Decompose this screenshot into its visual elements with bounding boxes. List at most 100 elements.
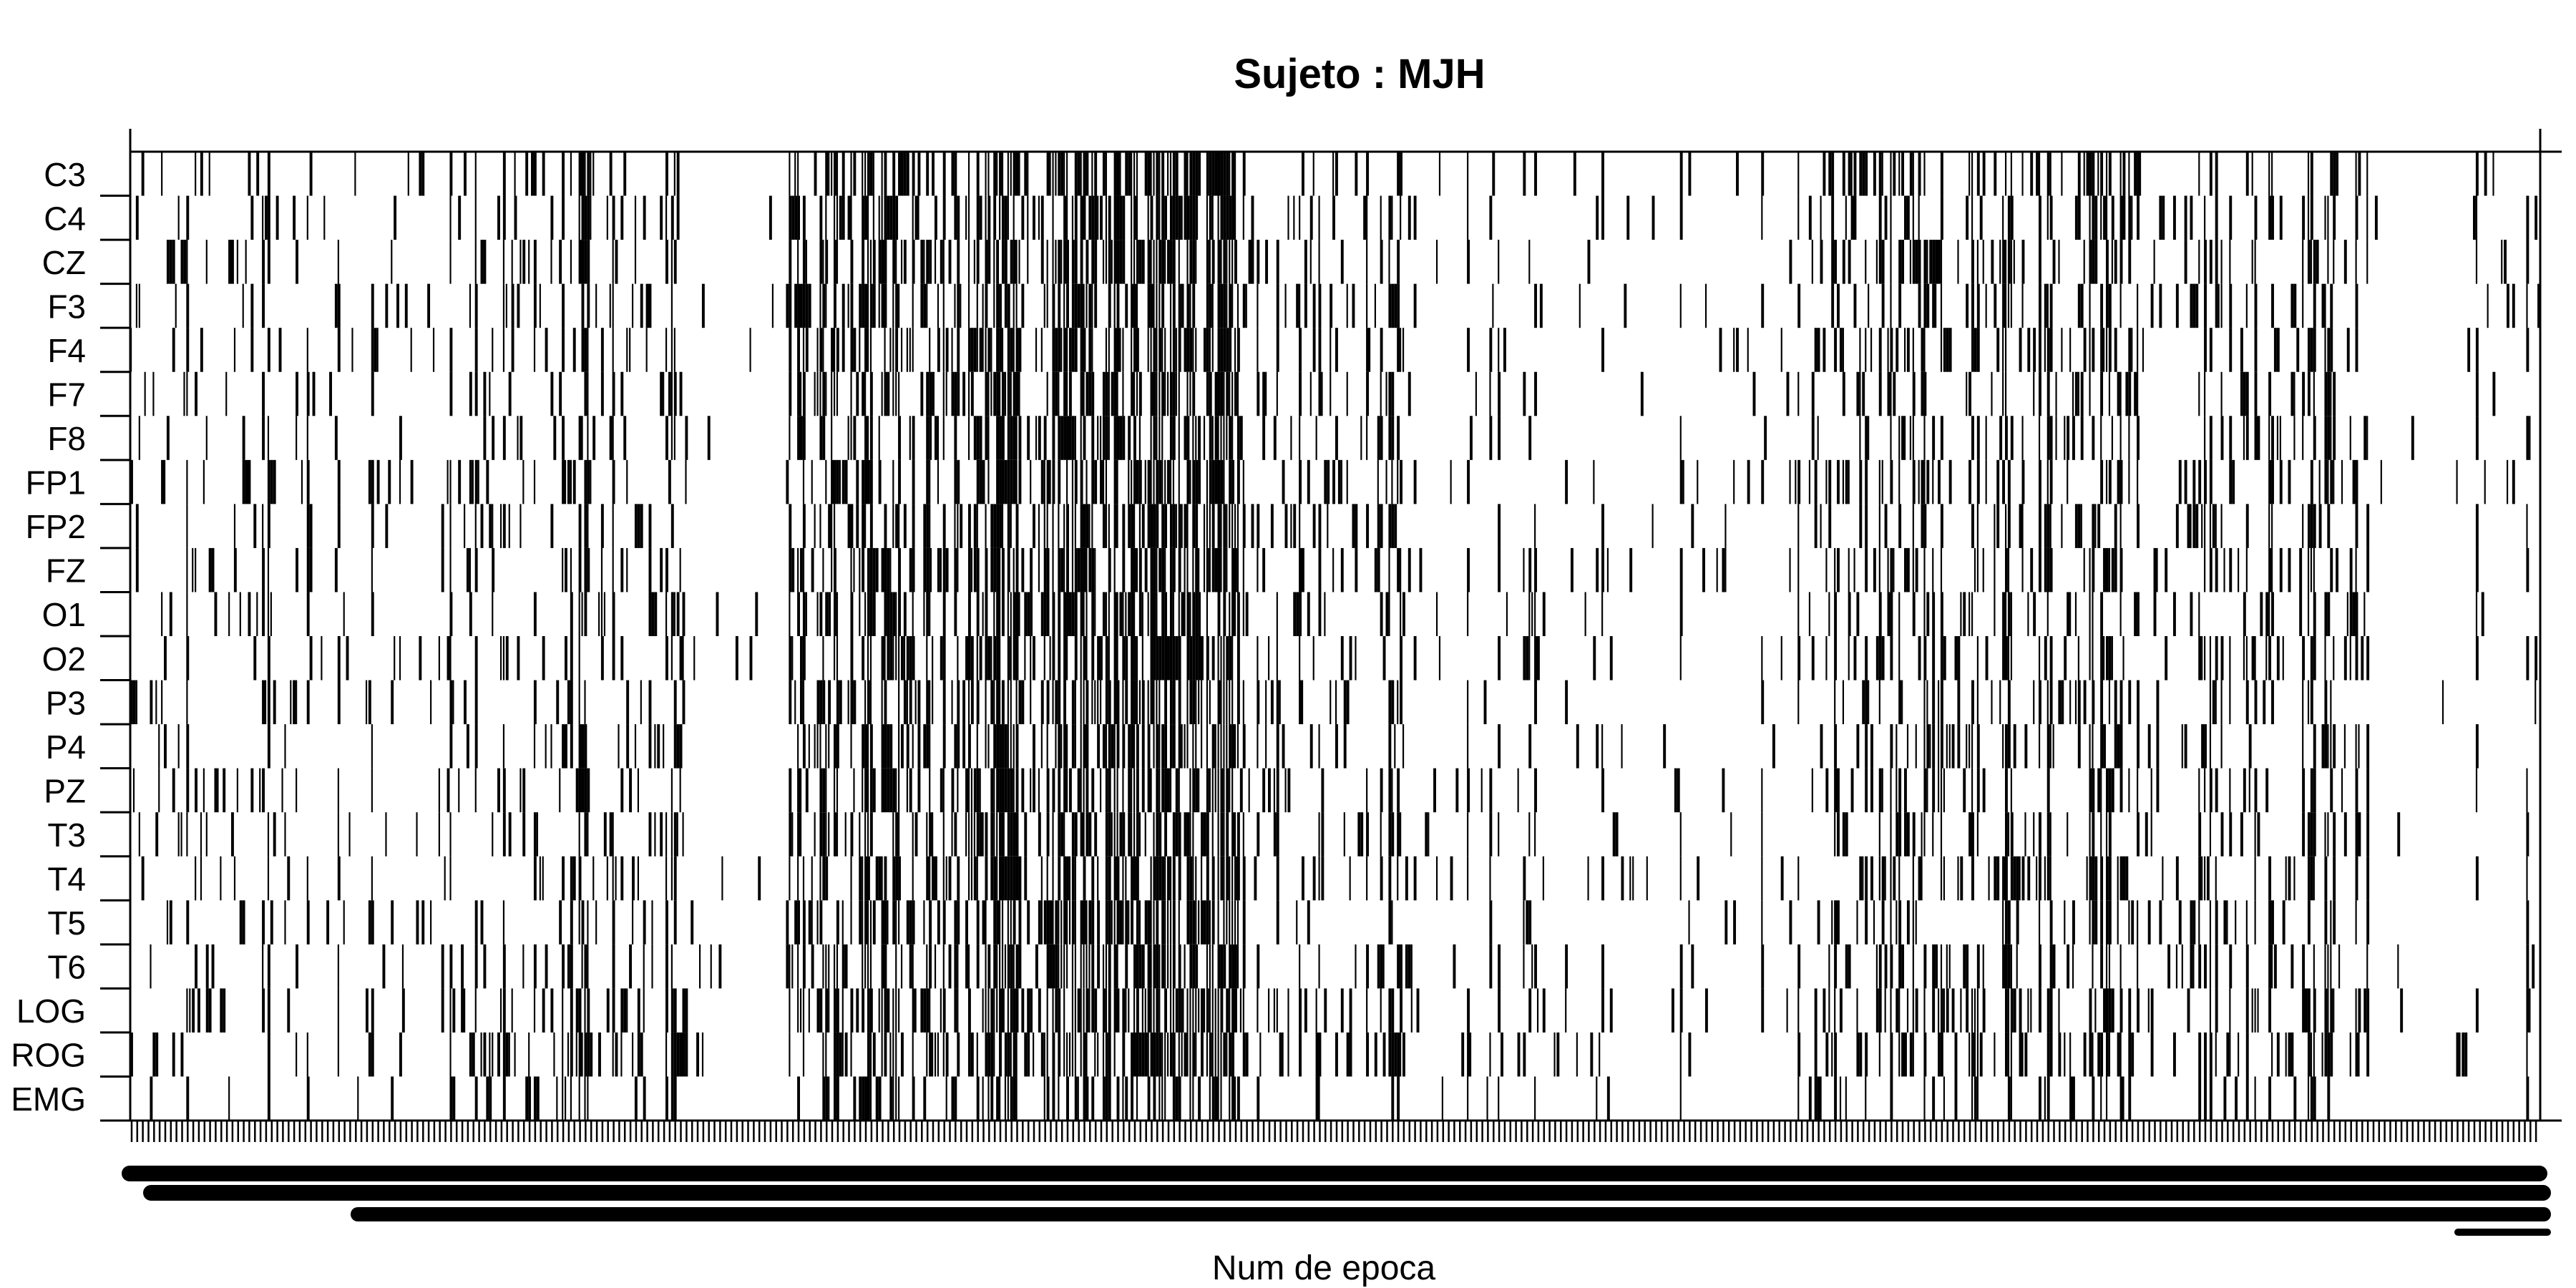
heatmap-cell [1066,504,1069,548]
heatmap-cell [1825,636,1828,680]
heatmap-cell [900,944,903,989]
heatmap-cell [1178,636,1181,680]
heatmap-cell [1346,283,1348,328]
heatmap-cell [954,944,957,989]
heatmap-cell [1172,371,1176,416]
heatmap-cell [612,1032,614,1077]
heatmap-cell [1388,680,1392,725]
heatmap-cell [640,504,643,548]
heatmap-cell [799,547,803,592]
heatmap-cell [1330,680,1332,725]
heatmap-cell [130,680,133,725]
heatmap-cell [1831,195,1835,240]
heatmap-cell [296,547,298,592]
heatmap-cell [562,328,565,372]
heatmap-cell [1503,328,1506,372]
heatmap-cell [1853,195,1857,240]
heatmap-cell [1377,416,1380,460]
heatmap-cell [2245,283,2248,328]
heatmap-cell [2030,988,2032,1033]
heatmap-cell [2220,240,2223,284]
heatmap-cell [2046,680,2049,725]
heatmap-cell [337,812,339,857]
heatmap-cell [1015,592,1019,636]
heatmap-cell [1209,547,1211,592]
heatmap-cell [932,152,935,196]
heatmap-cell [1606,1076,1610,1121]
heatmap-cell [1382,1032,1386,1077]
heatmap-cell [1211,636,1215,680]
heatmap-cell [2268,371,2272,416]
heatmap-cell [1223,371,1225,416]
heatmap-cell [665,240,668,284]
heatmap-cell [1192,371,1196,416]
heatmap-cell [789,371,792,416]
heatmap-cell [220,856,222,901]
heatmap-cell [1074,900,1076,945]
heatmap-cell [306,195,308,240]
heatmap-cell [1234,504,1236,548]
heatmap-cell [2475,504,2479,548]
heatmap-cell [337,459,341,504]
heatmap-cell [1293,504,1297,548]
heatmap-cell [926,812,928,857]
heatmap-cell [929,680,931,725]
heatmap-cell [867,724,869,769]
heatmap-cell [1004,1076,1007,1121]
heatmap-cell [2268,195,2272,240]
heatmap-cell [673,152,675,196]
heatmap-cell [2290,371,2294,416]
heatmap-cell [2119,152,2122,196]
heatmap-cell [452,988,456,1033]
heatmap-cell [1189,195,1193,240]
heatmap-cell [1385,592,1389,636]
heatmap-cell [999,592,1001,636]
heatmap-cell [1862,371,1865,416]
heatmap-cell [1276,592,1278,636]
heatmap-cell [1136,988,1139,1033]
heatmap-cell [999,416,1002,460]
heatmap-cell [2307,328,2311,372]
heatmap-cell [2049,152,2051,196]
heatmap-cell [1388,812,1392,857]
heatmap-cell [177,195,180,240]
heatmap-cell [2100,900,2104,945]
heatmap-cell [1629,547,1633,592]
heatmap-cell [2024,812,2026,857]
heatmap-cell [1181,195,1183,240]
heatmap-cell [2046,592,2049,636]
heatmap-cell [474,636,478,680]
heatmap-cell [1887,371,1890,416]
heatmap-cell [869,1076,872,1121]
heatmap-cell [1979,1032,1983,1077]
heatmap-cell [233,547,237,592]
heatmap-cell [1413,636,1417,680]
heatmap-cell [1128,152,1131,196]
heatmap-cell [1186,459,1190,504]
heatmap-cell [1058,371,1060,416]
heatmap-cell [1136,856,1139,901]
heatmap-cell [1201,680,1203,725]
heatmap-cell [1349,1032,1352,1077]
heatmap-cell [1374,283,1376,328]
heatmap-cell [1923,768,1927,813]
heatmap-cell [1682,459,1684,504]
heatmap-cell [533,152,537,196]
heatmap-cell [1100,636,1103,680]
heatmap-cell [2046,1076,2050,1121]
heatmap-cell [1887,547,1889,592]
heatmap-cell [1192,283,1196,328]
heatmap-cell [990,812,994,857]
heatmap-cell [1206,1032,1208,1077]
heatmap-cell [996,856,998,901]
heatmap-cell [562,416,565,460]
heatmap-cell [1467,459,1470,504]
heatmap-cell [1015,152,1019,196]
heatmap-cell [1397,856,1399,901]
heatmap-cell [1133,195,1136,240]
heatmap-cell [1211,812,1214,857]
heatmap-cell [2343,724,2346,769]
heatmap-cell [797,1076,800,1121]
heatmap-cell [2119,988,2123,1033]
heatmap-cell [565,1076,567,1121]
